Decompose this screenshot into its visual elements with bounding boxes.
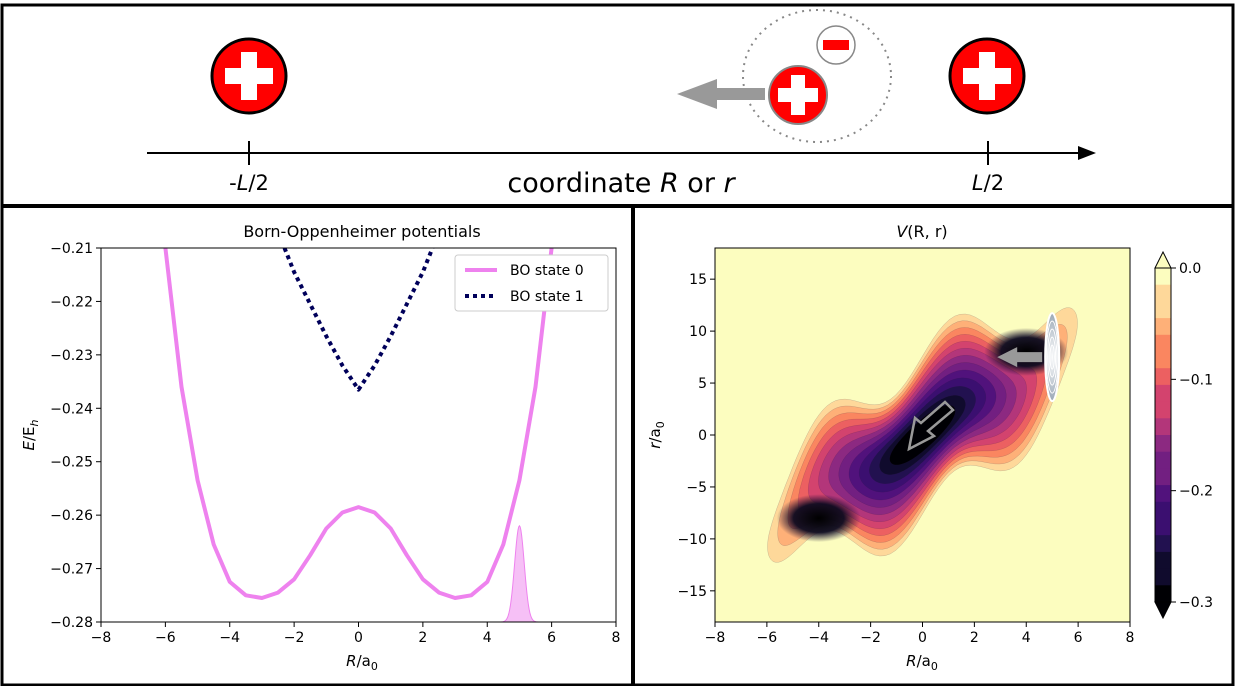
y-tick-label: −0.22 bbox=[50, 294, 93, 310]
colorbar-segment bbox=[1155, 518, 1171, 536]
wavepacket-contour bbox=[1049, 344, 1055, 370]
wavepacket-contour bbox=[1045, 320, 1059, 394]
contour-axis-ticks: −8 −6 −4 −2 0 2 4 6 8 −15 −10 −5 0 5 10 15 bbox=[677, 272, 1134, 646]
contour-y-axis-label: r/a0 bbox=[646, 421, 667, 448]
colorbar-tick-label: −0.1 bbox=[1179, 372, 1213, 388]
bo-y-axis-label: E/Eh bbox=[20, 419, 41, 450]
colorbar-segment bbox=[1155, 318, 1171, 336]
x-tick-label: −8 bbox=[705, 630, 726, 646]
nucleus-left bbox=[210, 37, 288, 115]
y-tick-label: −0.24 bbox=[50, 401, 93, 417]
x-tick-label: −6 bbox=[757, 630, 778, 646]
colorbar-extend-bottom bbox=[1154, 601, 1172, 620]
colorbar-segment bbox=[1155, 418, 1171, 436]
x-tick-label: 4 bbox=[1022, 630, 1031, 646]
y-tick-label: −0.23 bbox=[50, 348, 93, 364]
y-tick-label: 0 bbox=[698, 428, 707, 444]
nucleus-moving bbox=[768, 65, 828, 125]
contour-plot-area bbox=[715, 248, 1130, 622]
wavepacket-outer-contour bbox=[1044, 312, 1061, 403]
colorbar-segment bbox=[1155, 501, 1171, 519]
x-tick-label: −2 bbox=[860, 630, 881, 646]
x-tick-label: 0 bbox=[354, 630, 363, 646]
orbital-dotted-ellipse bbox=[742, 9, 892, 143]
colorbar-segment bbox=[1155, 268, 1171, 286]
x-tick-label: 8 bbox=[612, 630, 621, 646]
coordinate-axis-arrowhead bbox=[1078, 146, 1096, 160]
colorbar-segment bbox=[1155, 585, 1171, 603]
contour-x-axis-label: R/a0 bbox=[906, 652, 938, 673]
colorbar: 0.0 −0.1 −0.2 −0.3 bbox=[1154, 250, 1213, 620]
colorbar-segment bbox=[1155, 551, 1171, 570]
bo-chart-title: Born-Oppenheimer potentials bbox=[243, 222, 480, 241]
x-tick-label: 6 bbox=[1074, 630, 1083, 646]
series-line-bo-state-1 bbox=[282, 248, 435, 392]
colorbar-segment bbox=[1155, 468, 1171, 486]
colorbar-extend-top bbox=[1154, 250, 1172, 269]
y-tick-label: 15 bbox=[689, 272, 707, 288]
colorbar-segment bbox=[1155, 284, 1171, 302]
y-tick-label: −5 bbox=[686, 480, 707, 496]
coordinate-axis-caption: coordinate R or r bbox=[507, 168, 736, 199]
y-tick-label: −15 bbox=[677, 584, 707, 600]
electron bbox=[816, 25, 856, 65]
colorbar-segment bbox=[1155, 368, 1171, 386]
y-tick-label: −0.26 bbox=[50, 508, 93, 524]
colorbar-segment bbox=[1155, 351, 1171, 369]
x-tick-label: −4 bbox=[808, 630, 829, 646]
x-tick-label: 2 bbox=[970, 630, 979, 646]
colorbar-segment bbox=[1155, 435, 1171, 453]
y-tick-label: −0.25 bbox=[50, 455, 93, 471]
colorbar-segment bbox=[1155, 334, 1171, 352]
bo-legend: BO state 0 BO state 1 bbox=[454, 254, 609, 312]
motion-arrow-left bbox=[677, 79, 765, 109]
colorbar-segment bbox=[1155, 485, 1171, 503]
x-tick-label: −2 bbox=[284, 630, 305, 646]
x-tick-label: −6 bbox=[155, 630, 176, 646]
y-tick-label: −0.21 bbox=[50, 241, 93, 257]
colorbar-segment bbox=[1155, 568, 1171, 586]
nucleus-right bbox=[948, 37, 1026, 115]
y-tick-label: −0.27 bbox=[50, 562, 93, 578]
bo-axis-ticks: −8 −6 −4 −2 0 2 4 6 8 −0.28 −0.27 −0.26 −0.25 −0.24 −0… bbox=[50, 241, 620, 646]
legend-label-bo-state-0: BO state 0 bbox=[510, 263, 584, 279]
x-tick-label: 0 bbox=[918, 630, 927, 646]
y-tick-label: −10 bbox=[677, 532, 707, 548]
top-schematic-panel: -L/2 L/2 coordinate R or r bbox=[147, 9, 1096, 199]
potential-well-0 bbox=[776, 494, 861, 543]
y-tick-label: 10 bbox=[689, 324, 707, 340]
colorbar-tick-label: −0.3 bbox=[1179, 595, 1213, 611]
colorbar-tick-label: 0.0 bbox=[1179, 261, 1201, 277]
tick-label-left: -L/2 bbox=[229, 171, 269, 195]
diagonal-hollow-arrow bbox=[907, 400, 955, 452]
contour-chart-title: V(R, r) bbox=[896, 222, 947, 241]
colorbar-frame bbox=[1154, 267, 1172, 603]
x-tick-label: −4 bbox=[219, 630, 240, 646]
x-tick-label: 4 bbox=[483, 630, 492, 646]
potential-contour-chart: V(R, r) −8 −6 −4 −2 0 2 4 6 8 −15 −10 −5 0 5 10 15 R/a0… bbox=[646, 222, 1213, 673]
bo-potentials-chart: Born-Oppenheimer potentials −8 −6 −4 −2 0 2 4 6… bbox=[20, 222, 620, 673]
tick-label-right: L/2 bbox=[972, 171, 1004, 195]
x-tick-label: 6 bbox=[547, 630, 556, 646]
colorbar-segment bbox=[1155, 384, 1171, 403]
colorbar-segment bbox=[1155, 301, 1171, 319]
bo-x-axis-label: R/a0 bbox=[346, 652, 378, 673]
figure-frame bbox=[0, 3, 1235, 686]
wavepacket-contour bbox=[1048, 336, 1057, 378]
colorbar-tick-label: −0.2 bbox=[1179, 484, 1213, 500]
colorbar-segment bbox=[1155, 451, 1171, 469]
y-tick-label: −0.28 bbox=[50, 615, 93, 631]
x-tick-label: 2 bbox=[418, 630, 427, 646]
legend-label-bo-state-1: BO state 1 bbox=[510, 289, 584, 305]
wavepacket-motion-arrow bbox=[997, 347, 1043, 368]
x-tick-label: 8 bbox=[1126, 630, 1135, 646]
wavepacket-contour bbox=[1047, 328, 1058, 386]
colorbar-segment bbox=[1155, 535, 1171, 553]
colorbar-segment bbox=[1155, 401, 1171, 419]
y-tick-label: 5 bbox=[698, 376, 707, 392]
x-tick-label: −8 bbox=[91, 630, 112, 646]
